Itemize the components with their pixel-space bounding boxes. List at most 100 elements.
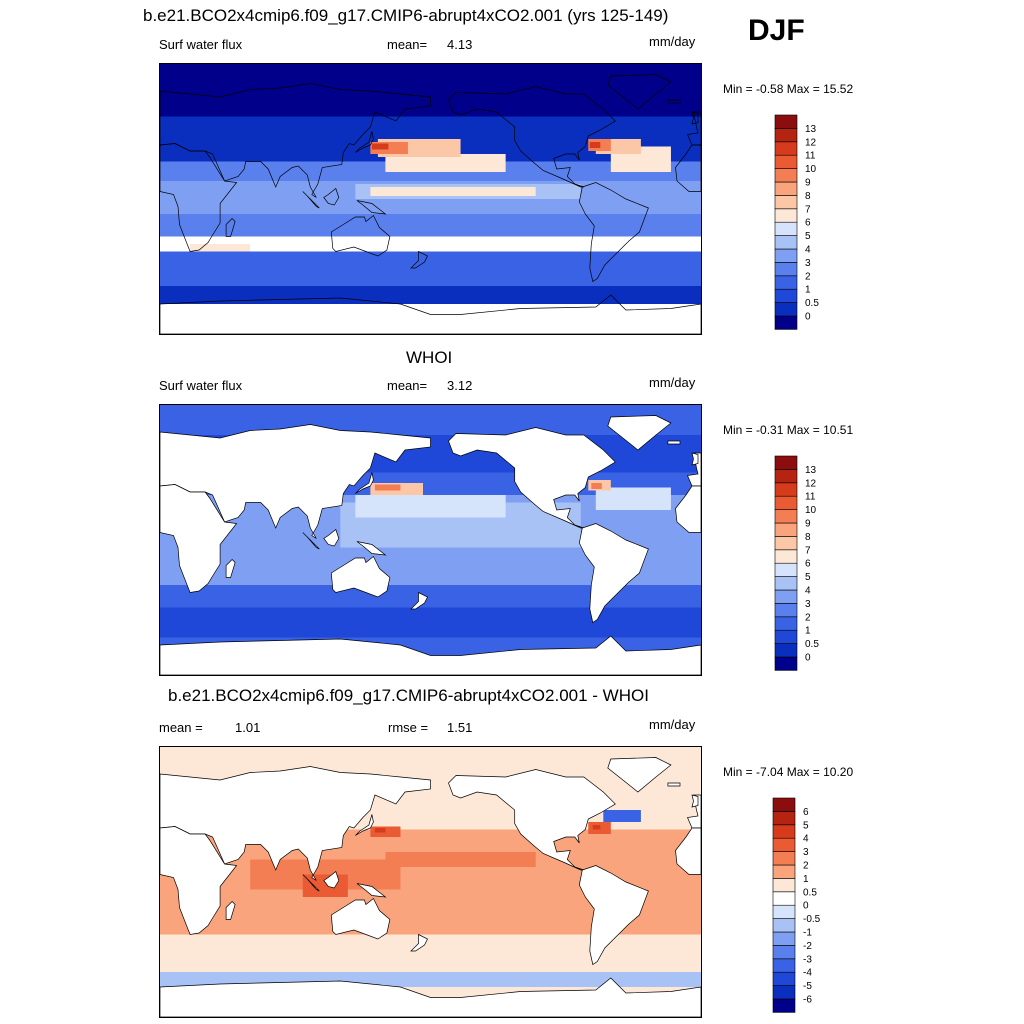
panel3-max: 10.20 xyxy=(823,765,854,779)
panel3-mean-value: 1.01 xyxy=(235,720,261,735)
contour-band xyxy=(591,483,602,489)
panel1-units: mm/day xyxy=(649,34,696,49)
colorbar-tick-label: 9 xyxy=(805,178,811,189)
colorbar-tick-label: 5 xyxy=(803,820,809,831)
colorbar-swatch xyxy=(774,562,798,577)
colorbar-swatch xyxy=(774,656,798,671)
colorbar-swatch xyxy=(774,549,798,564)
panel1-min-label: Min = xyxy=(723,82,753,96)
colorbar-swatch xyxy=(772,931,796,946)
coastline-eurasiaW xyxy=(686,111,701,146)
coastline-sumatra xyxy=(302,532,320,550)
colorbar-swatch xyxy=(774,141,798,156)
colorbar-swatch xyxy=(772,904,796,919)
colorbar-tick-label: -2 xyxy=(803,941,812,952)
coastline-nz xyxy=(410,250,428,269)
colorbar-swatch xyxy=(774,495,798,510)
coastline-namerica xyxy=(448,86,616,188)
colorbar-tick-label: 2 xyxy=(803,861,809,872)
coastline-africa xyxy=(160,826,238,935)
coastline-nz xyxy=(410,933,428,952)
colorbar-tick-label: -5 xyxy=(803,981,812,992)
panel2-variable: Surf water flux xyxy=(159,378,243,393)
colorbar-tick-label: -3 xyxy=(803,954,812,965)
coastline-eurasia xyxy=(160,766,431,881)
coastline-britain xyxy=(691,452,699,466)
colorbar-tick-label: 0 xyxy=(805,312,811,323)
colorbar-tick-label: 11 xyxy=(805,492,816,503)
colorbar-tick-label: 0 xyxy=(805,653,811,664)
colorbar-tick-label: 1 xyxy=(805,285,811,296)
panel3-minmax: Min = -7.04 Max = 10.20 xyxy=(723,765,853,779)
coastline-japan xyxy=(355,131,374,153)
panel3-colorbar: -6 -5 -4 -3 -2 -1 -0.5 0 0.5 1 2 3 4 5 6 xyxy=(772,797,843,1013)
colorbar-tick-label: 2 xyxy=(805,271,811,282)
panel1-mean-label: mean= xyxy=(387,37,428,52)
panel2-max-label: Max = xyxy=(786,423,820,437)
coastline-borneo xyxy=(323,528,340,547)
coastline-africa xyxy=(160,484,238,593)
colorbar-tick-label: 13 xyxy=(805,465,817,476)
colorbar-tick-label: 10 xyxy=(805,505,817,516)
coastline-britain xyxy=(691,794,699,808)
colorbar-tick-label: 5 xyxy=(805,572,811,583)
contour-band xyxy=(355,495,506,518)
colorbar-tick-label: -4 xyxy=(803,968,812,979)
contour-band xyxy=(603,810,641,822)
contour-band xyxy=(385,154,506,172)
panel3-title: b.e21.BCO2x4cmip6.f09_g17.CMIP6-abrupt4x… xyxy=(168,686,649,705)
colorbar-tick-label: 5 xyxy=(805,231,811,242)
contour-band xyxy=(371,143,389,150)
panel2-min: -0.31 xyxy=(756,423,784,437)
panel2-map xyxy=(159,404,702,676)
contour-band xyxy=(595,487,671,510)
colorbar-tick-label: 4 xyxy=(803,834,809,845)
colorbar-swatch xyxy=(772,891,796,906)
colorbar-swatch xyxy=(774,576,798,591)
coastline-namerica xyxy=(448,769,616,871)
colorbar-tick-label: 6 xyxy=(805,559,811,570)
colorbar-tick-label: 4 xyxy=(805,586,811,597)
contour-band xyxy=(374,484,401,491)
contour-band xyxy=(160,251,701,289)
panel3-max-label: Max = xyxy=(786,765,820,779)
panel2-units: mm/day xyxy=(649,375,696,390)
coastline-iceland xyxy=(667,99,681,104)
contour-band xyxy=(160,607,701,638)
colorbar-swatch xyxy=(774,509,798,524)
colorbar-swatch xyxy=(774,482,798,497)
coastline-newguinea xyxy=(356,200,387,215)
panel3-mean-label: mean = xyxy=(159,720,203,735)
contour-band xyxy=(592,825,601,830)
colorbar-tick-label: 10 xyxy=(805,164,817,175)
colorbar-tick-label: 0.5 xyxy=(805,298,819,309)
coastline-africaW xyxy=(675,485,701,533)
colorbar-swatch xyxy=(774,168,798,183)
panel2-max: 10.51 xyxy=(823,423,854,437)
coastline-madagascar xyxy=(225,901,236,920)
panel3-map xyxy=(159,746,702,1018)
coastline-samerica xyxy=(578,865,649,966)
colorbar-swatch xyxy=(774,114,798,129)
coastline-borneo xyxy=(323,187,340,206)
colorbar-tick-label: 9 xyxy=(805,519,811,530)
panel3-units: mm/day xyxy=(649,717,696,732)
coastline-nz xyxy=(410,591,428,610)
coastline-iceland xyxy=(667,440,681,445)
coastline-samerica xyxy=(578,182,649,283)
contour-band xyxy=(302,874,348,897)
colorbar-tick-label: 3 xyxy=(803,847,809,858)
colorbar-swatch xyxy=(772,864,796,879)
contour-band xyxy=(160,286,701,304)
colorbar-tick-label: 0.5 xyxy=(805,639,819,650)
colorbar-tick-label: 7 xyxy=(805,204,811,215)
colorbar-tick-label: 12 xyxy=(805,478,817,489)
coastline-africaW xyxy=(675,827,701,875)
coastline-samerica xyxy=(578,523,649,624)
contour-band xyxy=(589,142,601,148)
colorbar-tick-label: 0 xyxy=(803,901,809,912)
coastline-africa xyxy=(160,143,238,252)
colorbar-tick-label: 3 xyxy=(805,258,811,269)
colorbar-tick-label: 12 xyxy=(805,137,817,148)
panel2-minmax: Min = -0.31 Max = 10.51 xyxy=(723,423,853,437)
